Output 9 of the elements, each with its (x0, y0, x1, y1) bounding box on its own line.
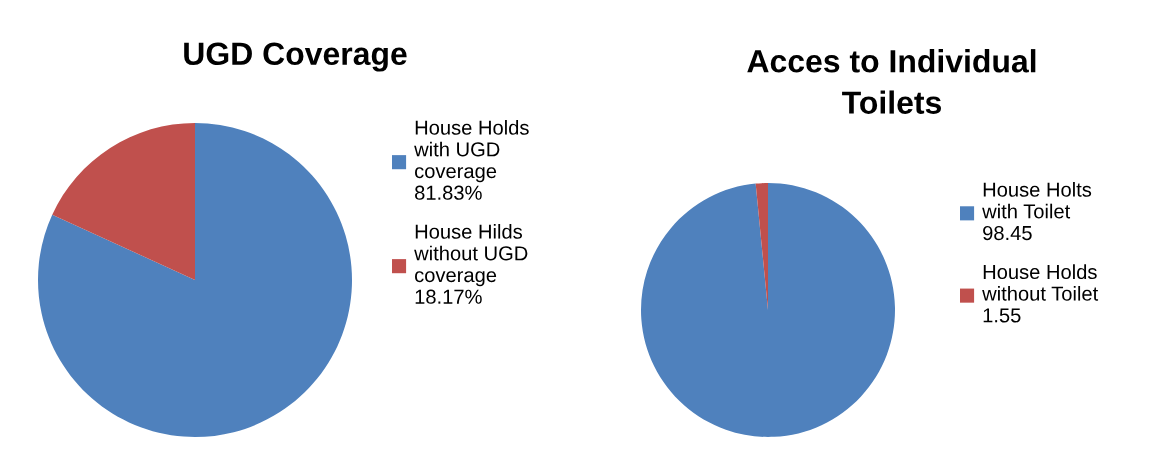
pie-slice (52, 123, 195, 280)
legend-label: House Holds with UGD coverage 81.83% (414, 120, 529, 200)
legend-label: House Holds without Toilet 1.55 (982, 264, 1099, 323)
pie-slice (38, 123, 352, 437)
pie-slice (641, 183, 895, 437)
chart-title: UGD Coverage (184, 42, 407, 72)
legend-label: House Hilds without UGD coverage 18.17% (414, 223, 528, 304)
chart-title: Acces to Individual Toilets (747, 49, 1036, 114)
legend-label: House Holts with Toilet 98.45 (982, 182, 1092, 241)
